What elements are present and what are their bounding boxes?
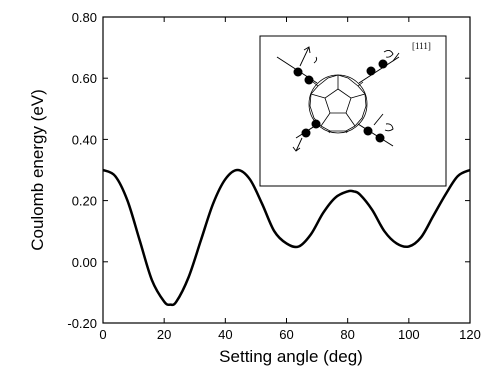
x-tick-label: 80 <box>340 327 354 342</box>
x-tick-label: 20 <box>157 327 171 342</box>
y-axis-title: Coulomb energy (eV) <box>28 89 47 251</box>
x-tick-label: 60 <box>279 327 293 342</box>
fullerene-icon <box>308 74 368 134</box>
rotation-arrow-icons <box>292 46 400 152</box>
x-axis-title: Setting angle (deg) <box>219 347 363 366</box>
x-tick-label: 120 <box>459 327 481 342</box>
x-axis-ticks: 0 20 40 60 80 100 120 <box>99 17 481 342</box>
x-tick-label: 100 <box>398 327 420 342</box>
y-tick-label: 0.20 <box>72 194 97 209</box>
y-tick-label: 0.60 <box>72 71 97 86</box>
inset-diagram: [111] <box>259 35 447 187</box>
x-tick-label: 40 <box>218 327 232 342</box>
y-tick-label: -0.20 <box>67 316 97 331</box>
inset-label: [111] <box>412 41 431 51</box>
y-tick-label: 0.00 <box>72 255 97 270</box>
x-tick-label: 0 <box>99 327 106 342</box>
ion-markers <box>293 59 388 143</box>
y-tick-label: 0.80 <box>72 10 97 25</box>
y-tick-label: 0.40 <box>72 132 97 147</box>
y-axis-ticks: -0.20 0.00 0.20 0.40 0.60 0.80 <box>67 10 470 331</box>
energy-curve <box>102 168 471 307</box>
inset-frame <box>259 35 447 187</box>
